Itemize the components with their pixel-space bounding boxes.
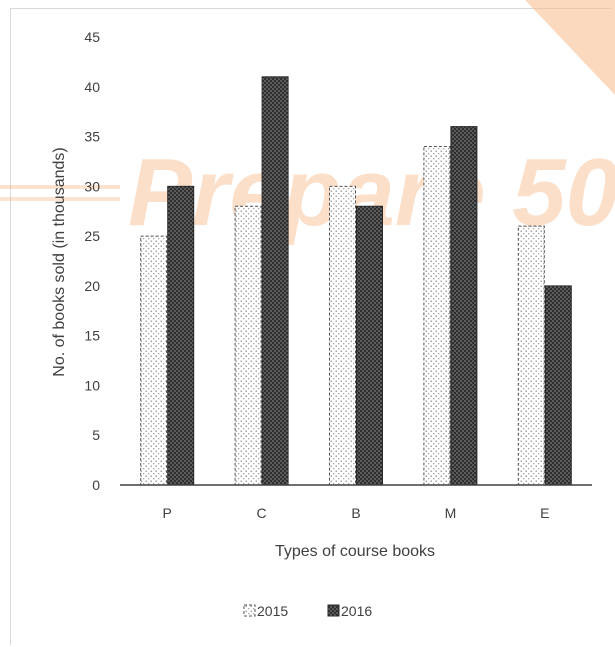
y-tick-label: 20	[84, 278, 100, 294]
bar-2015-M	[423, 146, 451, 486]
y-tick-label: 40	[84, 79, 100, 95]
bar-2016-B	[356, 205, 383, 486]
legend-label-2016: 2016	[341, 603, 372, 619]
bar-2015-C	[234, 205, 262, 486]
legend-swatch-2016	[327, 604, 340, 617]
x-tick-label: P	[163, 505, 172, 521]
x-tick-label: E	[540, 505, 549, 521]
watermark-triangle	[525, 0, 615, 95]
y-axis-title: No. of books sold (in thousands)	[51, 147, 68, 376]
y-tick-label: 25	[84, 228, 100, 244]
x-tick-label: B	[351, 505, 360, 521]
legend-label-2015: 2015	[257, 603, 288, 619]
bar-2016-P	[167, 185, 195, 486]
y-tick-label: 15	[84, 328, 100, 344]
y-axis-ticks: 0 5 10 15 20 25 30 35 40 45	[84, 29, 100, 493]
chart-frame	[10, 8, 611, 645]
x-tick-label: M	[445, 505, 457, 521]
bar-2015-P	[140, 235, 168, 486]
y-tick-label: 45	[84, 29, 100, 45]
x-tick-label: C	[257, 505, 267, 521]
bar-2016-E	[544, 285, 572, 486]
y-tick-label: 30	[84, 178, 100, 194]
legend: 2015 2016	[243, 603, 372, 619]
bar-2015-E	[517, 225, 545, 486]
y-tick-label: 35	[84, 129, 100, 145]
legend-swatch-2015	[243, 604, 256, 617]
y-tick-label: 10	[84, 377, 100, 393]
bar-2016-C	[261, 76, 289, 486]
y-tick-label: 5	[92, 427, 100, 443]
y-tick-label: 0	[92, 477, 100, 493]
x-axis-title: Types of course books	[275, 543, 435, 560]
bar-2016-M	[450, 126, 478, 486]
bar-2015-B	[329, 185, 356, 486]
